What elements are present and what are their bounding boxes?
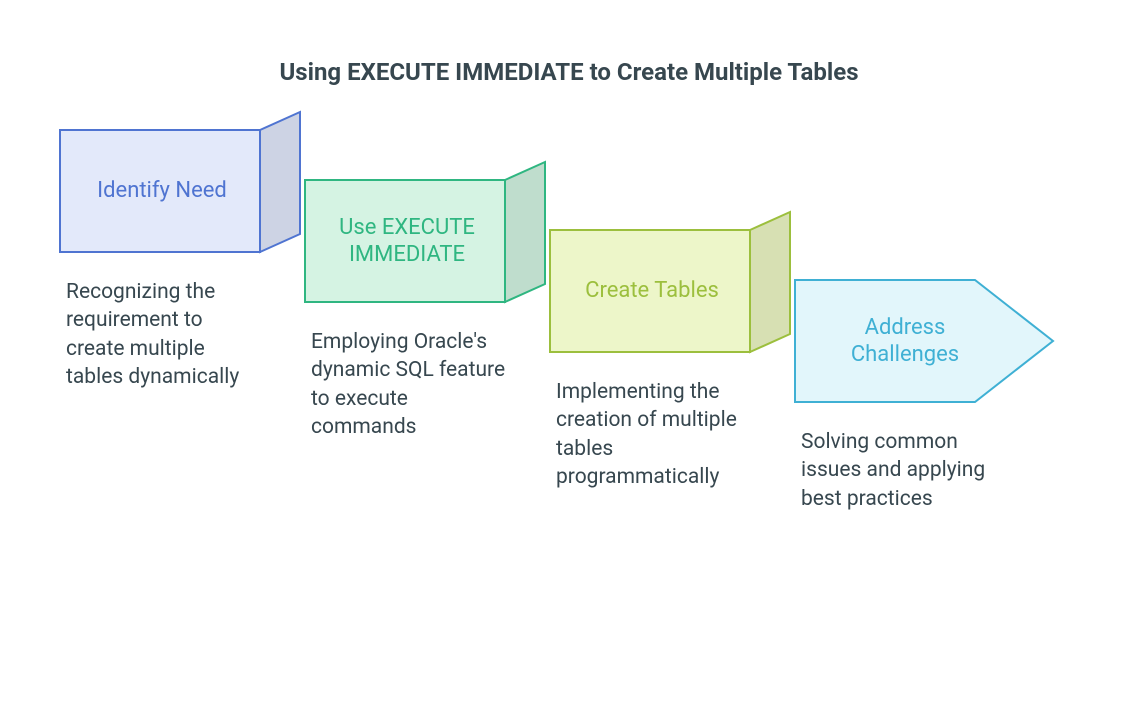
process-step-2: Use EXECUTE IMMEDIATEEmploying Oracle's … [305, 180, 545, 302]
process-step-4: Address ChallengesSolving common issues … [795, 280, 1035, 402]
step-label: Identify Need [60, 130, 260, 252]
process-step-3: Create TablesImplementing the creation o… [550, 230, 790, 352]
step-description: Implementing the creation of multiple ta… [556, 378, 756, 491]
step-label: Address Challenges [795, 280, 1005, 402]
step-shape: Identify Need [60, 130, 300, 252]
step-description: Solving common issues and applying best … [801, 428, 1001, 513]
step-description: Employing Oracle's dynamic SQL feature t… [311, 328, 511, 441]
step-shape: Create Tables [550, 230, 790, 352]
page-title: Using EXECUTE IMMEDIATE to Create Multip… [0, 58, 1138, 86]
step-label: Create Tables [550, 230, 750, 352]
step-label: Use EXECUTE IMMEDIATE [305, 180, 505, 302]
step-shape: Use EXECUTE IMMEDIATE [305, 180, 545, 302]
step-shape: Address Challenges [795, 280, 1053, 402]
diagram-stage: Identify Need Recognizing the requirement… [60, 130, 1120, 630]
step-description: Recognizing the requirement to create mu… [66, 278, 266, 391]
process-step-1: Identify NeedRecognizing the requirement… [60, 130, 300, 252]
